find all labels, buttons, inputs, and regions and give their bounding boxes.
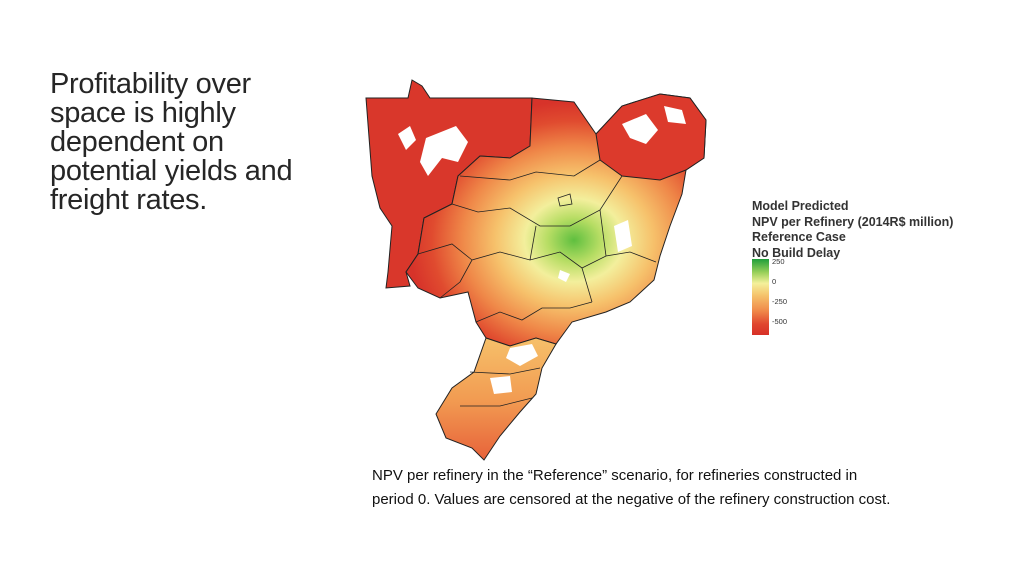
legend-tick: 0 (772, 277, 777, 286)
title-line: space is highly (50, 97, 236, 129)
legend-title-line: Reference Case (752, 230, 846, 244)
legend-title-line: No Build Delay (752, 245, 841, 260)
figure-caption: NPV per refinery in the “Reference” scen… (372, 464, 1012, 512)
legend-title-line: NPV per Refinery (2014R$ million) (752, 214, 954, 229)
legend-tick: -250 (772, 297, 788, 306)
title-line: dependent on (50, 126, 224, 158)
south-region (435, 337, 557, 461)
slide-title: Profitability over space is highly depen… (50, 70, 350, 215)
legend-tick: 250 (772, 257, 785, 266)
legend-color-bar (752, 259, 769, 335)
npv-choropleth-map (365, 79, 707, 461)
title-line: freight rates. (50, 184, 207, 216)
legend-title: Model Predicted NPV per Refinery (2014R$… (752, 199, 1002, 261)
title-line: Profitability over (50, 68, 251, 100)
map-legend: Model Predicted NPV per Refinery (2014R$… (752, 199, 1002, 335)
title-line: potential yields and (50, 155, 293, 187)
legend-title-line: Model Predicted (752, 199, 849, 213)
caption-line: NPV per refinery in the “Reference” scen… (372, 467, 858, 484)
legend-tick: -500 (772, 317, 788, 326)
caption-line: period 0. Values are censored at the neg… (372, 491, 891, 508)
